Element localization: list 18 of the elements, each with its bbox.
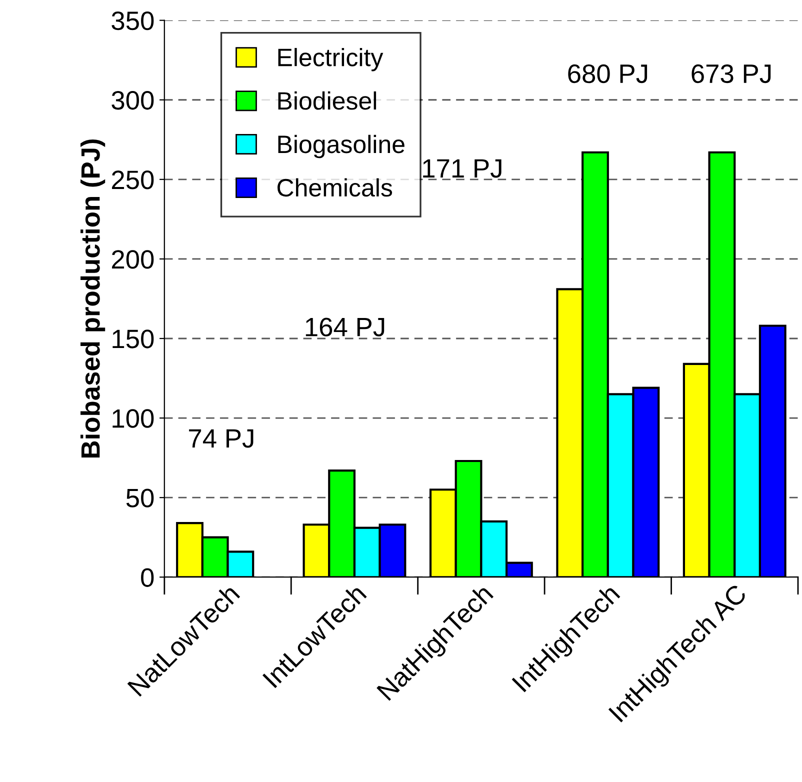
y-tick-label: 150 — [112, 330, 154, 348]
y-tick-label: 100 — [112, 409, 154, 428]
annotation: 680 PJ — [568, 64, 648, 84]
legend-label: Chemicals — [278, 178, 392, 197]
y-tick-label: 200 — [112, 250, 154, 269]
y-tick-label: 250 — [112, 170, 154, 190]
legend-label: Biodiesel — [278, 91, 376, 110]
annotation: 171 PJ — [423, 159, 502, 178]
y-tick-label: 300 — [112, 91, 154, 110]
legend-label: Biogasoline — [278, 134, 404, 158]
legend-label: Electricity — [278, 48, 384, 72]
annotation: 74 PJ — [189, 429, 254, 448]
y-tick-label: 350 — [112, 11, 154, 30]
y-tick-label: 0 — [141, 568, 154, 587]
y-tick-label: 50 — [126, 488, 154, 508]
annotation: 673 PJ — [692, 64, 771, 84]
y-axis-title: Biobased production (PJ) — [80, 139, 106, 458]
annotation: 164 PJ — [306, 318, 384, 336]
